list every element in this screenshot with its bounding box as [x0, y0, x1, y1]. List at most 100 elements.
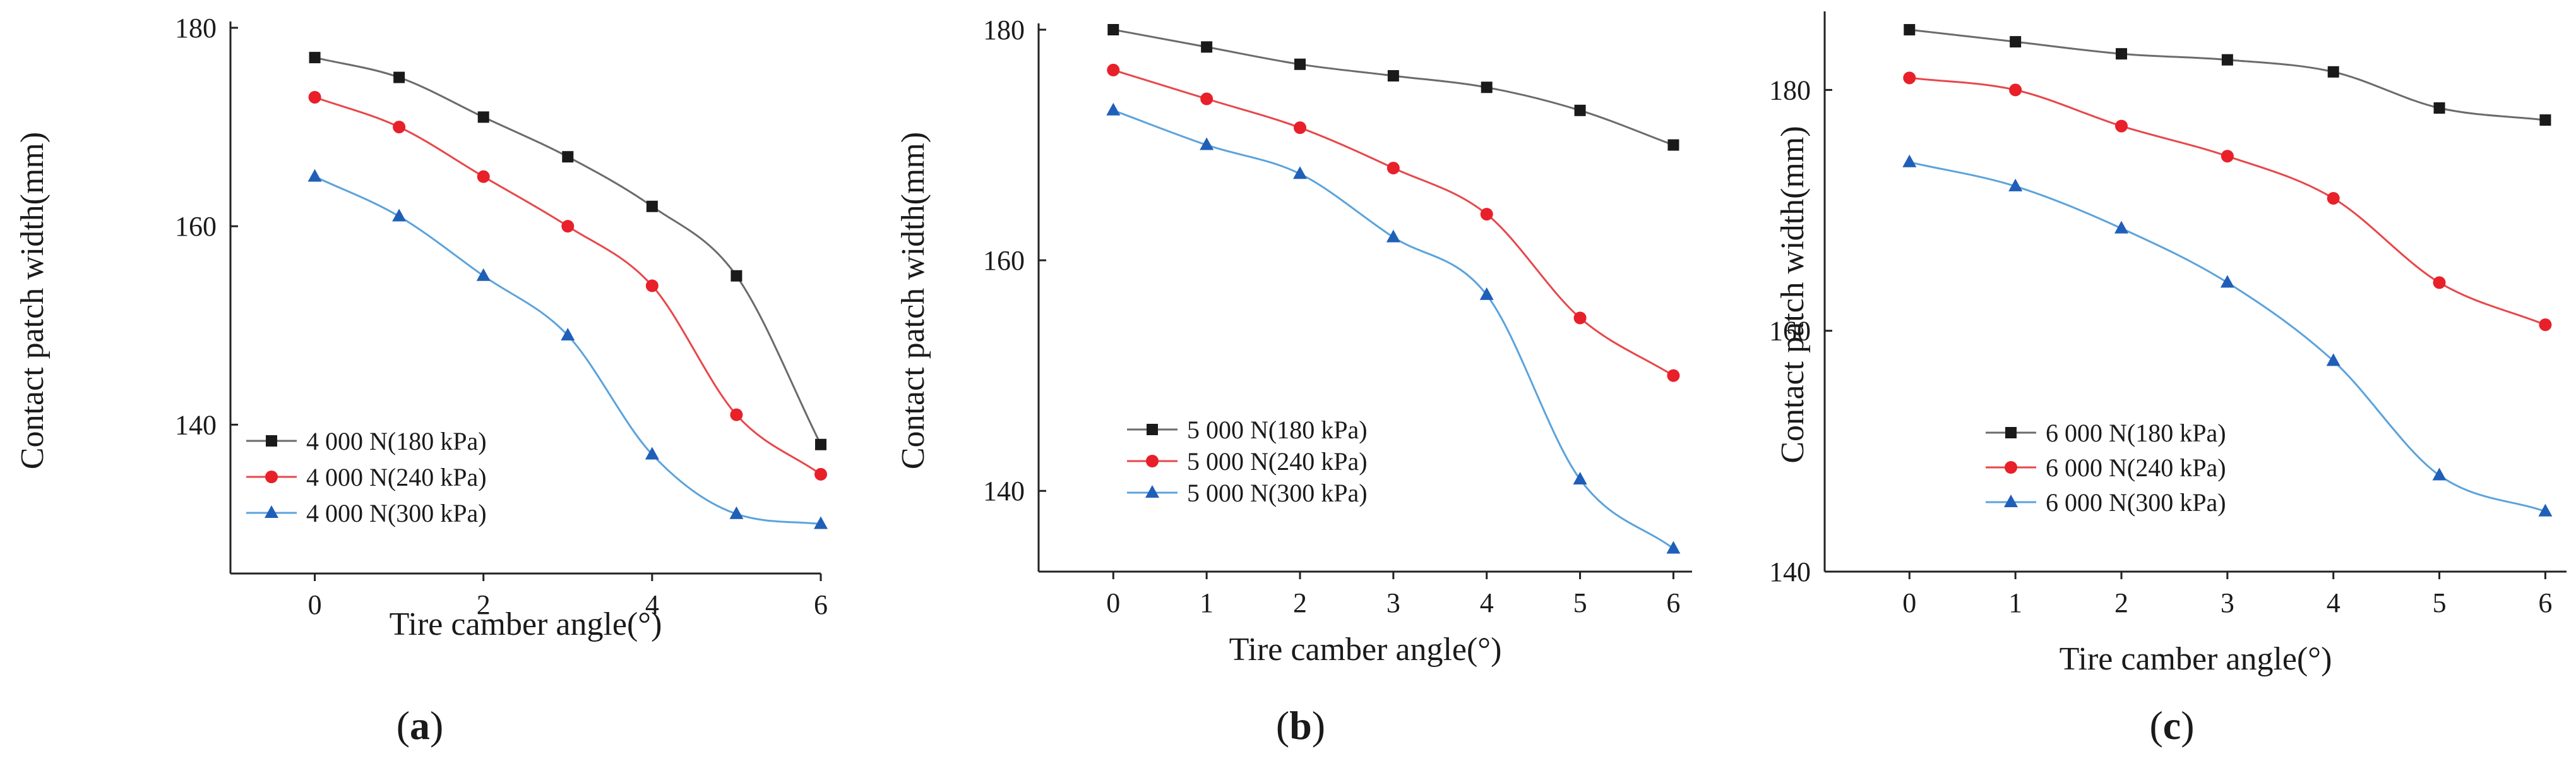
- data-point: [477, 111, 489, 123]
- data-point: [393, 121, 406, 134]
- y-axis-title: Contact patch width(mm): [895, 132, 931, 469]
- data-point: [1386, 162, 1400, 175]
- x-tick-label: 1: [1200, 587, 1213, 618]
- data-point: [2433, 276, 2446, 289]
- y-tick-label: 160: [1769, 316, 1811, 347]
- data-point: [2116, 48, 2127, 60]
- legend-label: 6 000 N(180 kPa): [2046, 419, 2226, 447]
- x-tick-label: 6: [2538, 587, 2552, 618]
- data-point: [2539, 114, 2551, 126]
- data-point: [814, 516, 828, 529]
- data-point: [1386, 229, 1400, 243]
- y-tick-label: 180: [983, 15, 1025, 45]
- x-tick-label: 2: [1293, 587, 1307, 618]
- panel-label: (c): [2149, 703, 2194, 748]
- data-point: [392, 208, 407, 222]
- data-point: [307, 169, 322, 182]
- x-tick-label: 6: [814, 589, 828, 620]
- data-point: [2009, 83, 2022, 97]
- legend-marker: [265, 471, 278, 483]
- data-point: [477, 170, 490, 183]
- data-point: [309, 52, 321, 64]
- legend-label: 4 000 N(240 kPa): [306, 463, 487, 491]
- x-tick-label: 3: [1386, 587, 1400, 618]
- data-point: [814, 467, 827, 481]
- data-point: [1666, 541, 1681, 554]
- legend-label: 6 000 N(240 kPa): [2046, 454, 2226, 482]
- data-point: [1106, 102, 1121, 116]
- data-point: [645, 279, 659, 292]
- series-line: [1909, 28, 2546, 121]
- data-point: [1667, 369, 1680, 382]
- data-point: [730, 270, 742, 282]
- x-tick-label: 0: [1902, 587, 1916, 618]
- data-point: [2115, 119, 2128, 133]
- legend-label: 4 000 N(300 kPa): [306, 499, 487, 527]
- data-point: [2432, 467, 2447, 481]
- data-point: [1573, 311, 1587, 325]
- data-point: [2114, 220, 2128, 234]
- x-axis-title: Tire camber angle(°): [1229, 632, 1502, 668]
- data-point: [1902, 154, 1917, 167]
- y-axis-title: Contact patch width(mm): [1775, 126, 1811, 463]
- legend-marker: [1146, 455, 1159, 467]
- data-point: [476, 268, 491, 281]
- x-tick-label: 5: [2433, 587, 2447, 618]
- x-tick-label: 5: [1573, 587, 1587, 618]
- x-tick-label: 4: [1480, 587, 1494, 618]
- y-tick-label: 160: [983, 245, 1025, 276]
- panel-label: (b): [1276, 703, 1325, 748]
- series-line: [1909, 76, 2546, 326]
- legend-marker: [2004, 495, 2018, 507]
- legend-label: 5 000 N(180 kPa): [1187, 416, 1368, 444]
- panel-label: (a): [397, 703, 444, 748]
- data-point: [729, 506, 744, 519]
- data-point: [1667, 139, 1679, 151]
- y-tick-label: 140: [1769, 556, 1811, 587]
- x-tick-label: 2: [477, 589, 491, 620]
- legend-marker: [266, 435, 277, 447]
- x-tick-label: 6: [1666, 587, 1680, 618]
- data-point: [646, 200, 658, 212]
- data-point: [2327, 191, 2340, 205]
- data-point: [2539, 318, 2552, 332]
- data-point: [815, 438, 826, 450]
- x-tick-label: 2: [2114, 587, 2128, 618]
- data-point: [1904, 24, 1916, 36]
- legend-label: 5 000 N(300 kPa): [1187, 479, 1368, 507]
- x-tick-label: 4: [645, 589, 659, 620]
- chart-panel-b: 140 160 180 0 1 2 3 4 5 6 Tire camber angle(°) Cont…: [895, 15, 1692, 748]
- data-point: [1479, 287, 1494, 300]
- y-tick-label: 140: [983, 476, 1025, 507]
- series-line: [314, 56, 822, 445]
- x-tick-label: 3: [2221, 587, 2234, 618]
- data-point: [1574, 104, 1586, 116]
- y-tick-label: 160: [175, 211, 217, 242]
- data-point: [730, 408, 743, 421]
- data-point: [1387, 70, 1399, 82]
- series-line: [1909, 161, 2546, 513]
- data-point: [645, 447, 659, 460]
- series-line: [1113, 28, 1674, 147]
- data-point: [1107, 24, 1119, 35]
- y-tick-label: 180: [1769, 75, 1811, 105]
- data-point: [1480, 208, 1493, 221]
- data-point: [1481, 81, 1493, 93]
- data-point: [1573, 471, 1587, 484]
- data-point: [1107, 63, 1120, 76]
- series-line: [1112, 69, 1674, 376]
- data-point: [2221, 150, 2234, 163]
- legend-marker: [265, 505, 278, 518]
- legend-marker: [2005, 427, 2017, 438]
- data-point: [393, 71, 405, 83]
- data-point: [2433, 102, 2445, 114]
- data-point: [2538, 503, 2553, 517]
- x-tick-label: 1: [2008, 587, 2022, 618]
- y-tick-label: 180: [175, 13, 217, 44]
- x-axis-title: Tire camber angle(°): [390, 606, 662, 642]
- data-point: [1294, 58, 1306, 70]
- data-point: [1201, 41, 1213, 53]
- data-point: [561, 220, 575, 233]
- legend-marker: [2005, 461, 2017, 474]
- legend-marker: [1145, 485, 1159, 498]
